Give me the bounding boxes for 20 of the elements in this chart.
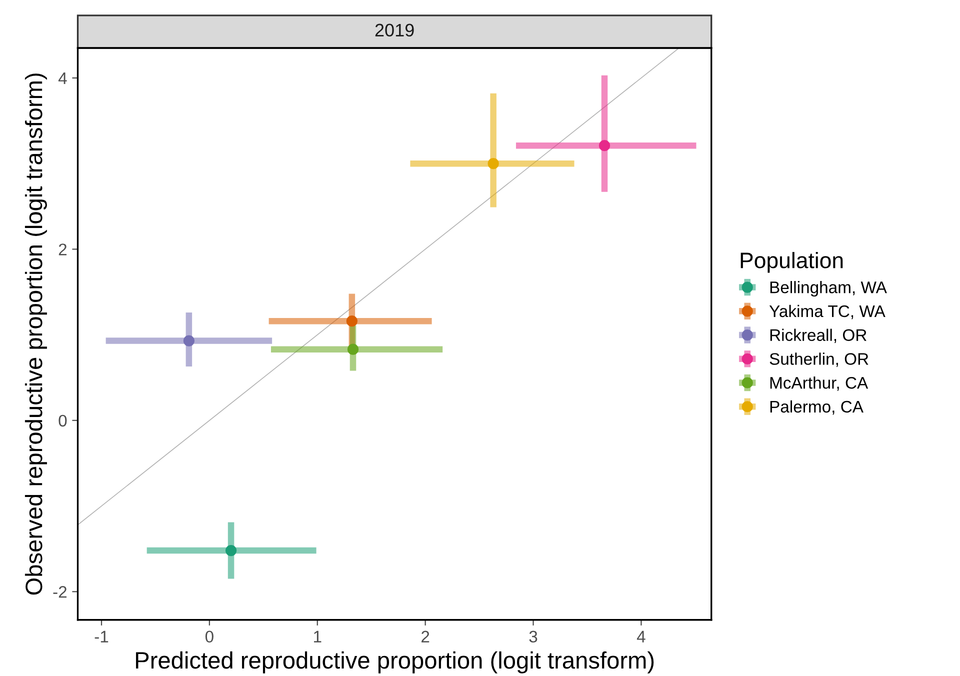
legend-label: McArthur, CA — [770, 376, 868, 391]
x-tick-label: 4 — [636, 630, 646, 642]
y-tick-label: -2 — [53, 586, 67, 598]
legend-label: Yakima TC, WA — [769, 304, 886, 320]
x-tick-label: 0 — [205, 630, 214, 643]
x-axis-title: Predicted reproductive proportion (logit transform) — [136, 651, 654, 674]
legend-label: Palermo, CA — [770, 400, 864, 415]
y-tick-label: 0 — [58, 414, 67, 427]
x-tick-label: -1 — [94, 630, 108, 642]
x-tick-label: 1 — [314, 630, 322, 642]
x-tick-label: 3 — [529, 630, 538, 643]
x-tick-label: 2 — [422, 630, 430, 642]
y-tick-label: 4 — [58, 72, 67, 84]
chart-title: 2019 — [375, 24, 414, 37]
legend-label: Bellingham, WA — [770, 281, 887, 297]
legend-label: Sutherlin, OR — [770, 352, 868, 367]
legend-label: Rickreall, OR — [770, 328, 866, 343]
legend-title: Population — [740, 252, 843, 273]
y-tick-label: 2 — [58, 244, 67, 256]
y-axis-title: Observed reproductive proportion (logit transform) — [24, 74, 47, 595]
